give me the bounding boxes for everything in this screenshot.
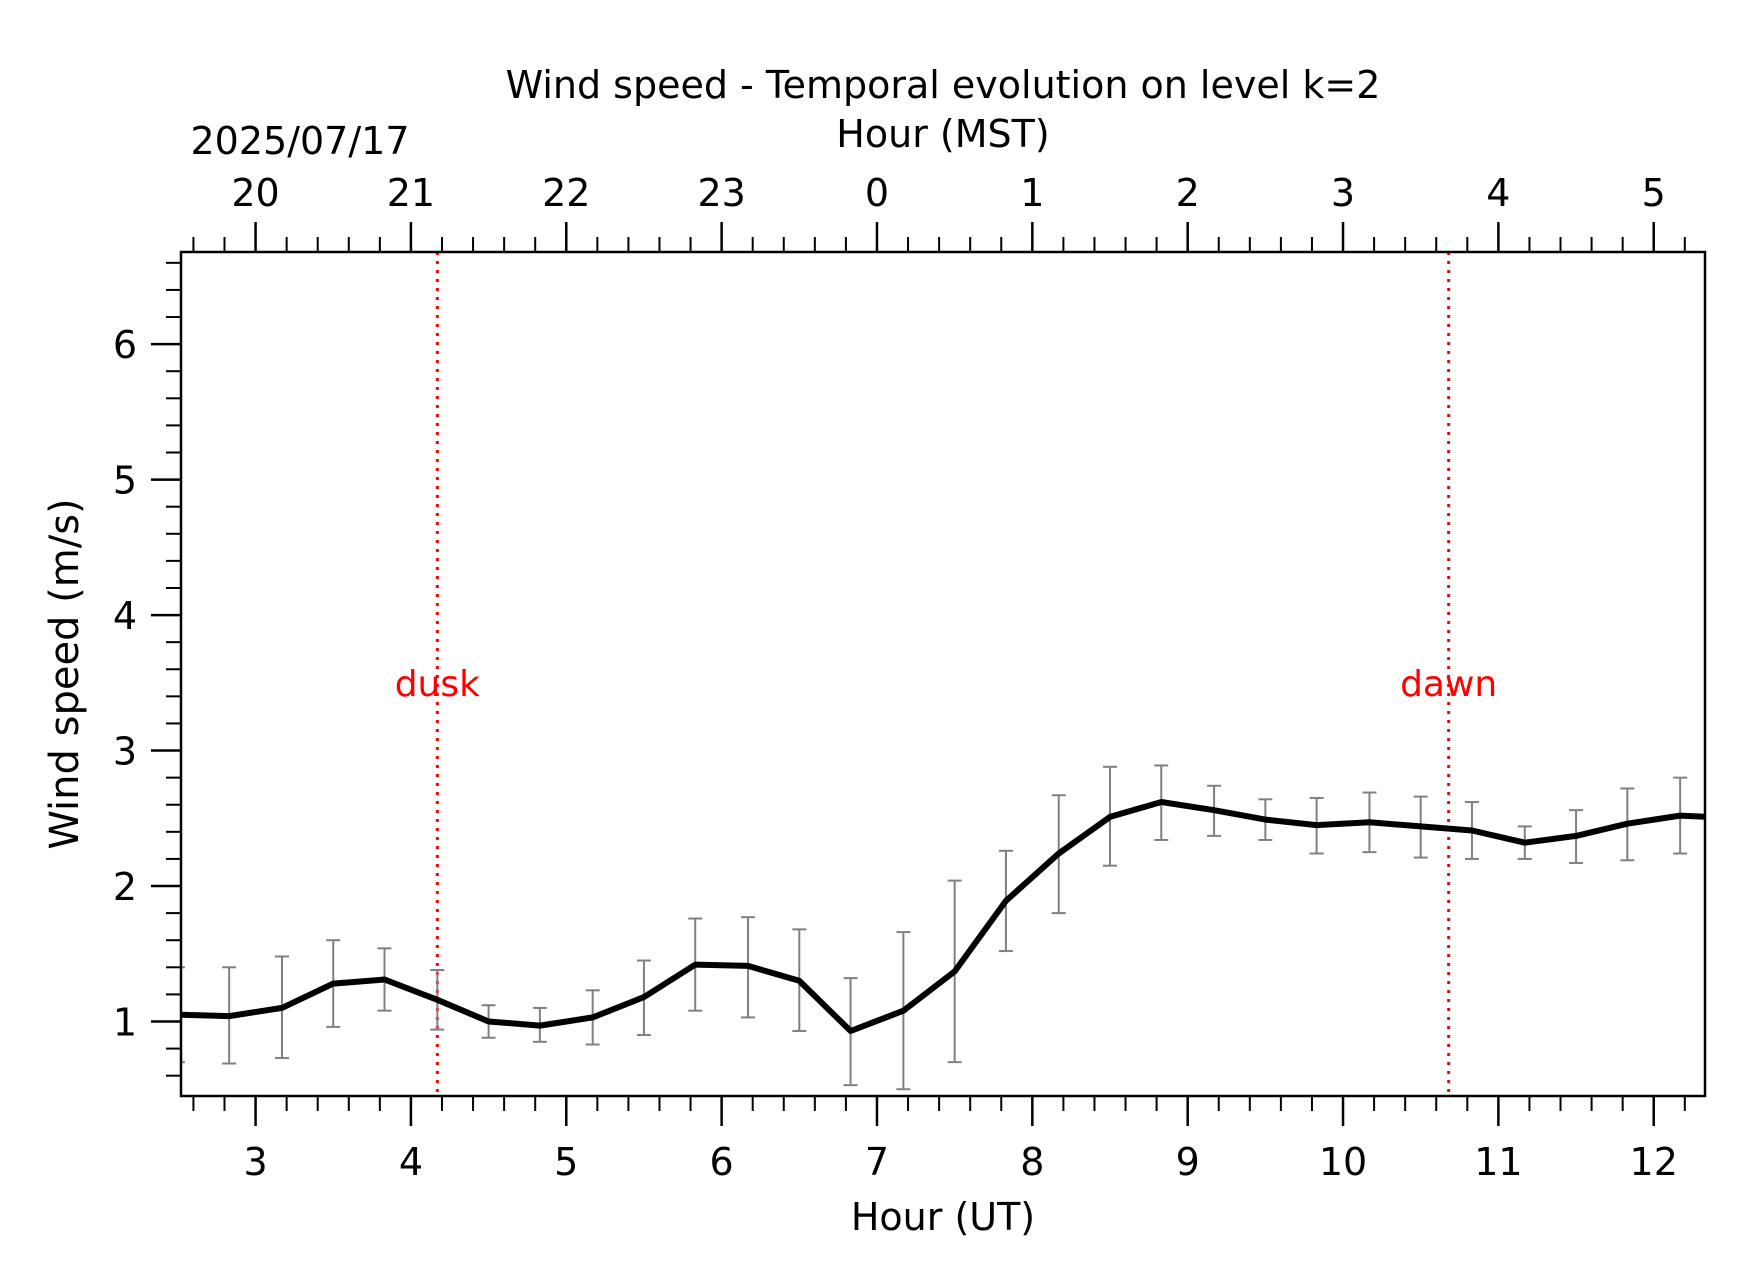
chart-title: Wind speed - Temporal evolution on level… — [506, 63, 1381, 107]
top-tick-label: 22 — [542, 171, 590, 215]
top-tick-label: 0 — [865, 171, 889, 215]
top-tick-label: 4 — [1486, 171, 1510, 215]
top-tick-label: 21 — [387, 171, 435, 215]
series-line — [181, 799, 1705, 1034]
x-tick-label: 3 — [243, 1140, 267, 1184]
x-tick-label: 4 — [399, 1140, 423, 1184]
top-tick-label: 5 — [1642, 171, 1666, 215]
x-tick-label: 8 — [1020, 1140, 1044, 1184]
x-tick-label: 9 — [1176, 1140, 1200, 1184]
marker-label: dusk — [395, 664, 480, 705]
x-tick-label: 12 — [1630, 1140, 1678, 1184]
error-bars — [181, 764, 1688, 1091]
y-axis-label: Wind speed (m/s) — [42, 498, 88, 849]
marker-labels: dusk dawn — [395, 664, 1498, 705]
x-tick-label: 5 — [554, 1140, 578, 1184]
y-tick-label: 3 — [113, 730, 137, 774]
axis-ticks — [151, 222, 1686, 1126]
x-axis-label: Hour (UT) — [851, 1195, 1035, 1239]
top-tick-label: 3 — [1331, 171, 1355, 215]
y-tick-label: 6 — [113, 323, 137, 367]
x-tick-label: 11 — [1474, 1140, 1522, 1184]
x-tick-label: 10 — [1319, 1140, 1367, 1184]
plot-frame — [179, 250, 1707, 1098]
date-label: 2025/07/17 — [190, 119, 409, 163]
y-tick-label: 1 — [113, 1000, 137, 1044]
series-lines — [181, 799, 1705, 1034]
top-tick-label: 1 — [1020, 171, 1044, 215]
y-tick-label: 2 — [113, 865, 137, 909]
x-tick-label: 7 — [865, 1140, 889, 1184]
top-tick-label: 20 — [231, 171, 279, 215]
top-axis-label: Hour (MST) — [836, 112, 1049, 156]
y-tick-label: 4 — [113, 594, 137, 638]
marker-label: dawn — [1400, 664, 1497, 705]
event-markers — [435, 252, 1451, 1096]
top-tick-label: 23 — [697, 171, 745, 215]
x-tick-label: 6 — [710, 1140, 734, 1184]
y-tick-label: 5 — [113, 459, 137, 503]
top-tick-label: 2 — [1176, 171, 1200, 215]
